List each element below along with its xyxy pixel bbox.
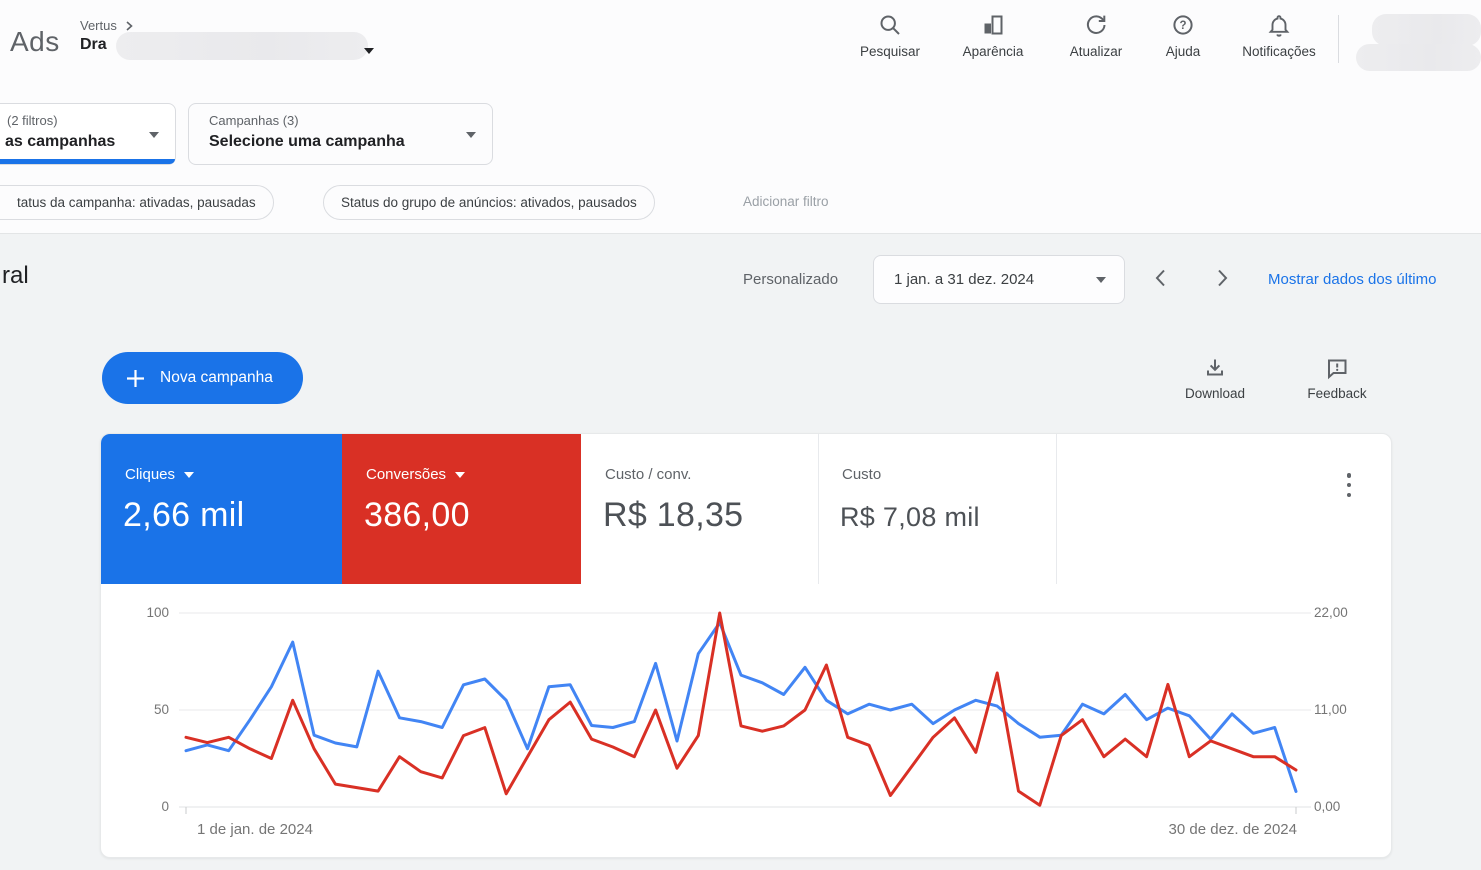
conversoes-line [184, 611, 1298, 807]
download-icon [1207, 359, 1223, 376]
y-axis-tick-right: 0,00 [1314, 799, 1341, 814]
account-name-prefix: Dra [80, 36, 107, 53]
page-title: ral [2, 262, 29, 289]
header-divider [1338, 15, 1339, 63]
scorecard-value: R$ 7,08 mil [840, 502, 980, 532]
appearance-button[interactable]: Aparência [940, 13, 1046, 59]
nav-label: Pesquisar [859, 44, 921, 59]
tile-separator [1056, 434, 1057, 584]
campaign-caret-down-icon [466, 132, 476, 138]
campaign-caption: Campanhas (3) [209, 113, 299, 128]
campaign-scope-dropdown[interactable]: (2 filtros) as campanhas [0, 103, 176, 165]
chevron-right-icon [126, 20, 133, 31]
card-options-kebab-button[interactable] [1341, 472, 1357, 498]
chevron-right-icon [1217, 269, 1227, 287]
next-period-button[interactable] [1208, 264, 1236, 292]
scope-caret-down-icon [149, 132, 159, 138]
chevron-left-icon [1155, 269, 1165, 287]
scope-caption: (2 filtros) [7, 113, 58, 128]
scorecard-value: R$ 18,35 [603, 496, 744, 534]
search-icon [880, 15, 900, 35]
help-icon: ? [1173, 15, 1193, 35]
chip-label: tatus da campanha: ativadas, pausadas [17, 195, 256, 210]
nav-label: Aparência [962, 44, 1024, 59]
scorecard-label: Conversões [366, 466, 447, 483]
refresh-icon [1086, 15, 1106, 34]
breadcrumb-account-label: Vertus [80, 18, 117, 33]
feedback-button[interactable]: Feedback [1297, 356, 1377, 401]
nav-label: Notificações [1242, 44, 1316, 59]
campaign-value: Selecione uma campanha [209, 133, 405, 150]
redacted-account-name [116, 32, 368, 60]
chip-label: Status do grupo de anúncios: ativados, p… [341, 195, 637, 210]
scorecard-label: Custo [842, 466, 882, 483]
redacted-account-info [1372, 14, 1481, 46]
scorecard-label: Cliques [125, 466, 176, 483]
redacted-account-id[interactable] [1356, 44, 1481, 71]
show-recent-data-link[interactable]: Mostrar dados dos último [1268, 271, 1437, 288]
caret-down-icon [455, 471, 466, 478]
y-axis-tick-right: 22,00 [1314, 605, 1348, 620]
scope-value: as campanhas [5, 133, 116, 150]
filter-bar: (2 filtros) as campanhas Campanhas (3) S… [0, 90, 1481, 234]
nav-label: Ajuda [1165, 44, 1201, 59]
overview-chart-card: Cliques 2,66 mil Conversões 386,00 Custo… [100, 433, 1392, 858]
svg-text:?: ? [1179, 20, 1186, 32]
y-axis-tick-right: 11,00 [1314, 702, 1347, 717]
date-caret-down-icon [1096, 276, 1106, 283]
previous-period-button[interactable] [1146, 264, 1174, 292]
scorecard-label: Custo / conv. [605, 466, 692, 483]
filter-chip-campaign-status[interactable]: tatus da campanha: ativadas, pausadas [0, 185, 274, 220]
scope-active-underline [0, 159, 175, 164]
caret-down-icon [184, 471, 195, 478]
top-bar: Ads Vertus Dra Pesquisar Aparência [0, 0, 1481, 90]
x-axis-end-label: 30 de dez. de 2024 [1168, 821, 1297, 838]
notifications-button[interactable]: Notificações [1220, 13, 1338, 59]
date-range-value: 1 jan. a 31 dez. 2024 [894, 271, 1035, 288]
nav-label: Atualizar [1069, 44, 1123, 59]
y-axis-tick-left: 50 [153, 702, 169, 717]
cliques-line [184, 621, 1298, 793]
download-label: Download [1184, 386, 1246, 401]
new-campaign-label: Nova campanha [160, 369, 273, 386]
help-button[interactable]: ? Ajuda [1146, 13, 1220, 59]
refresh-button[interactable]: Atualizar [1046, 13, 1146, 59]
new-campaign-button[interactable]: Nova campanha [102, 352, 303, 404]
feedback-icon [1328, 359, 1347, 380]
add-filter-button[interactable]: Adicionar filtro [743, 194, 829, 209]
filter-chip-adgroup-status[interactable]: Status do grupo de anúncios: ativados, p… [323, 185, 655, 220]
ads-logo: Ads [10, 26, 60, 57]
scorecard-custo[interactable]: Custo R$ 7,08 mil [818, 434, 1056, 584]
appearance-icon [984, 15, 1003, 35]
date-mode-label: Personalizado [743, 271, 839, 288]
feedback-label: Feedback [1307, 386, 1367, 401]
notifications-bell-icon [1268, 15, 1290, 37]
campaign-select-dropdown[interactable]: Campanhas (3) Selecione uma campanha [188, 103, 493, 165]
scorecard-conversoes[interactable]: Conversões 386,00 [342, 434, 581, 584]
top-nav: Pesquisar Aparência Atualizar ? Ajuda [840, 13, 1338, 59]
search-button[interactable]: Pesquisar [840, 13, 940, 59]
y-axis-tick-left: 0 [161, 799, 169, 814]
breadcrumb[interactable]: Vertus [80, 18, 133, 33]
tile-separator [818, 434, 819, 584]
scorecard-value: 2,66 mil [123, 496, 245, 534]
download-button[interactable]: Download [1175, 356, 1255, 401]
y-axis-tick-left: 100 [146, 605, 169, 620]
plus-icon [127, 369, 144, 387]
x-axis-start-label: 1 de jan. de 2024 [197, 821, 313, 838]
scorecard-cliques[interactable]: Cliques 2,66 mil [101, 434, 342, 584]
scorecard-value: 386,00 [364, 496, 470, 534]
date-range-picker[interactable]: 1 jan. a 31 dez. 2024 [873, 255, 1125, 304]
account-caret-down-icon[interactable] [364, 48, 374, 54]
overview-chart-svg [179, 611, 1311, 814]
scorecard-custo-conv[interactable]: Custo / conv. R$ 18,35 [581, 434, 818, 584]
